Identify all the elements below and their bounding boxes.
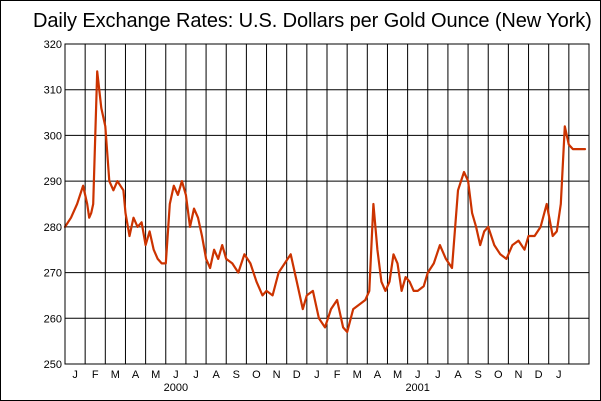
y-tick-label: 300 <box>44 130 62 142</box>
x-tick-label: N <box>273 369 281 381</box>
x-tick-label: J <box>435 369 441 381</box>
x-tick-label: O <box>252 369 261 381</box>
x-tick-label: J <box>173 369 179 381</box>
plot-area-border <box>64 43 590 365</box>
x-tick-label: M <box>353 369 362 381</box>
year-label: 2000 <box>164 382 188 394</box>
y-tick-label: 320 <box>44 39 62 51</box>
x-tick-label: N <box>514 369 522 381</box>
y-tick-label: 280 <box>44 222 62 234</box>
x-tick-label: J <box>314 369 320 381</box>
x-tick-label: S <box>474 369 481 381</box>
x-tick-label: O <box>494 369 503 381</box>
plot-border <box>64 43 590 365</box>
year-label: 2001 <box>405 382 429 394</box>
y-tick-label: 310 <box>44 85 62 97</box>
series-line <box>63 70 587 334</box>
x-tick-label: A <box>454 369 462 381</box>
x-tick-label: M <box>111 369 120 381</box>
x-tick-label: A <box>212 369 220 381</box>
x-tick-label: S <box>233 369 240 381</box>
x-tick-label: J <box>193 369 199 381</box>
grid-layer <box>65 43 589 365</box>
x-tick-label: F <box>92 369 99 381</box>
series-layer <box>63 70 587 334</box>
x-tick-label: A <box>132 369 140 381</box>
x-tick-label: D <box>293 369 301 381</box>
x-tick-label: F <box>334 369 341 381</box>
x-tick-label: M <box>151 369 160 381</box>
y-tick-label: 270 <box>44 268 62 280</box>
x-tick-label: J <box>556 369 562 381</box>
x-tick-label: M <box>393 369 402 381</box>
x-tick-label: A <box>374 369 382 381</box>
x-tick-label: J <box>72 369 78 381</box>
y-tick-label: 290 <box>44 176 62 188</box>
y-tick-label: 250 <box>44 359 62 371</box>
y-tick-label: 260 <box>44 313 62 325</box>
x-tick-label: D <box>535 369 543 381</box>
x-tick-label: J <box>415 369 421 381</box>
chart-title: Daily Exchange Rates: U.S. Dollars per G… <box>33 10 592 32</box>
